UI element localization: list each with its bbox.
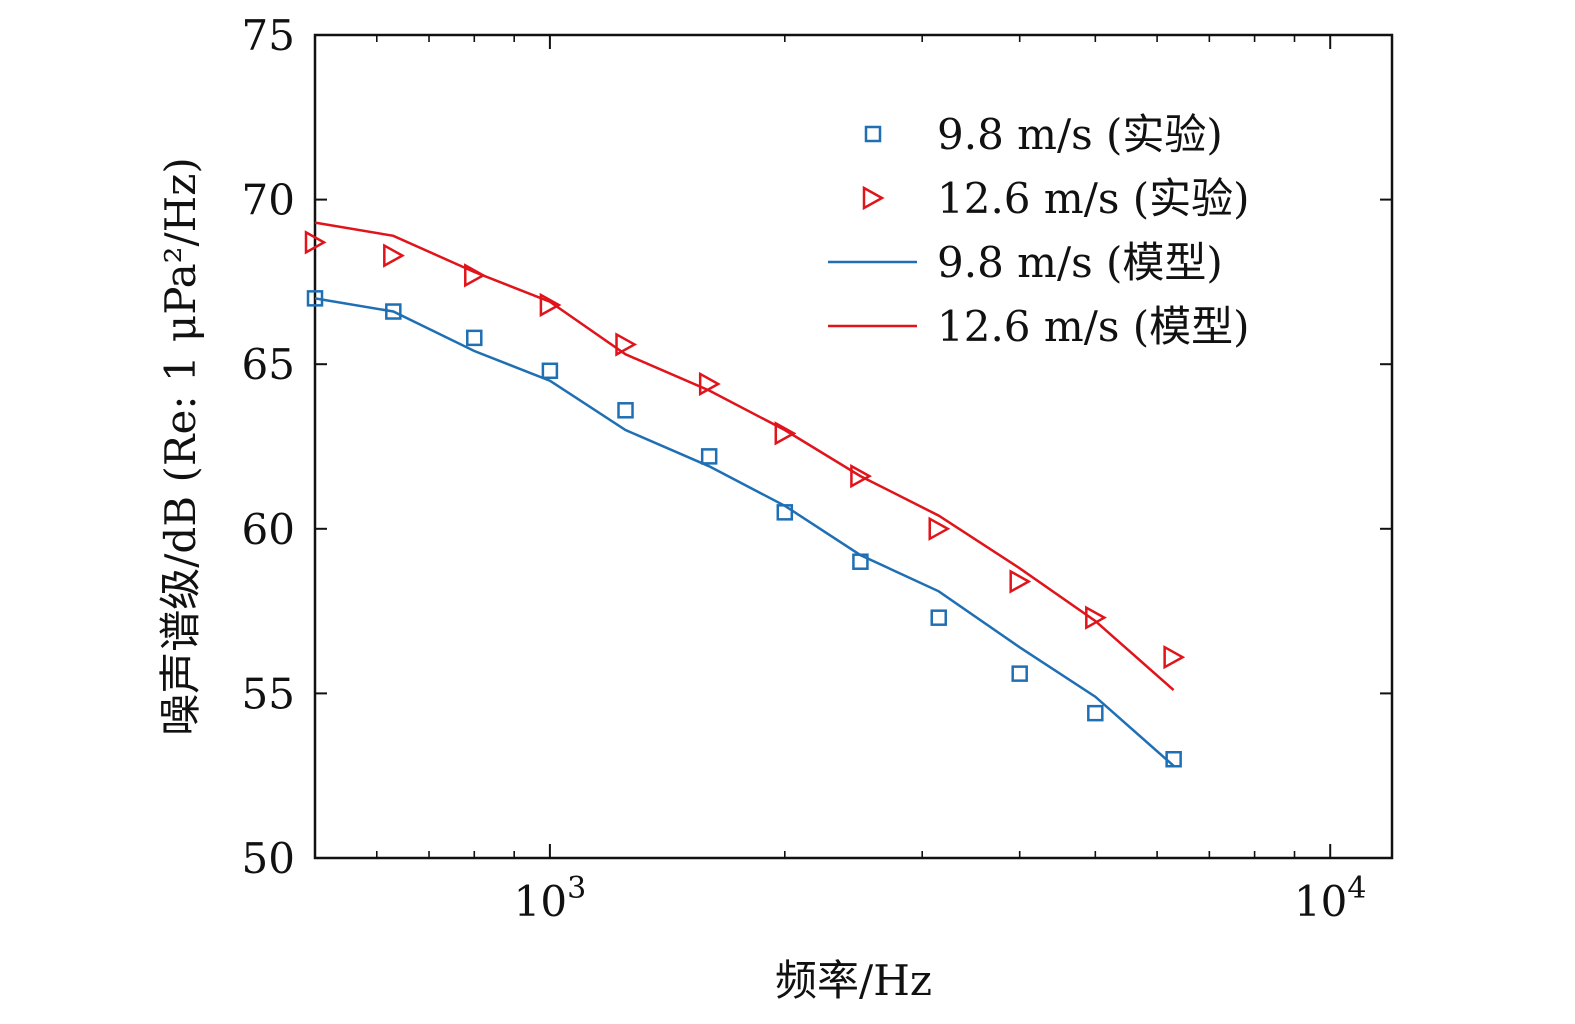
x-tick-label: 104 (1294, 871, 1367, 926)
data-point-triangle (1085, 605, 1107, 630)
y-tick-label: 65 (242, 340, 295, 389)
data-point-triangle (928, 516, 951, 541)
data-point-square (385, 303, 402, 320)
legend: 9.8 m/s (实验) 12.6 m/s (实验) 9.8 m/s (模型) 12.… (828, 110, 1250, 351)
data-point-square (541, 362, 559, 380)
data-point-triangle (539, 292, 562, 318)
data-point-square (1087, 704, 1104, 722)
data-point-triangle (615, 332, 638, 357)
y-axis-label: 噪声谱级/dB (Re: 1 μPa²/Hz) (156, 157, 205, 736)
data-point-triangle (383, 243, 405, 268)
plot-frame (313, 33, 1394, 860)
data-point-square (466, 329, 483, 347)
y-tick-label: 50 (242, 834, 295, 883)
data-point-square (852, 553, 869, 570)
data-point-triangle (698, 371, 721, 397)
data-point-triangle (1163, 645, 1186, 670)
data-point-triangle (1009, 569, 1032, 594)
data-point-triangle (774, 421, 797, 446)
y-tick-label: 60 (242, 505, 295, 554)
legend-marker-square (864, 125, 882, 143)
data-point-square (1165, 750, 1182, 768)
data-point-square (930, 609, 947, 626)
data-point-square (1011, 665, 1028, 682)
data-point-square (700, 448, 718, 465)
y-tick-label: 55 (242, 669, 295, 718)
x-axis-label: 频率/Hz (775, 956, 932, 1005)
y-tick-label: 70 (242, 176, 295, 225)
legend-marker-triangle (862, 185, 885, 211)
data-point-triangle (304, 230, 327, 255)
y-tick-label: 75 (242, 11, 295, 60)
axes: 50 55 60 65 70 75 103 104 (242, 11, 1394, 926)
plot-series (304, 221, 1186, 768)
legend-label: 12.6 m/s (模型) (937, 302, 1250, 351)
data-point-square (306, 290, 324, 307)
series-line (314, 221, 1175, 692)
legend-label: 9.8 m/s (模型) (937, 238, 1223, 287)
data-point-triangle (850, 464, 872, 489)
data-point-triangle (464, 263, 486, 288)
series-line (314, 297, 1175, 767)
x-tick-label: 103 (514, 871, 587, 926)
legend-label: 12.6 m/s (实验) (937, 174, 1250, 223)
data-point-square (617, 402, 634, 419)
legend-label: 9.8 m/s (实验) (937, 110, 1223, 159)
data-point-square (776, 504, 794, 521)
